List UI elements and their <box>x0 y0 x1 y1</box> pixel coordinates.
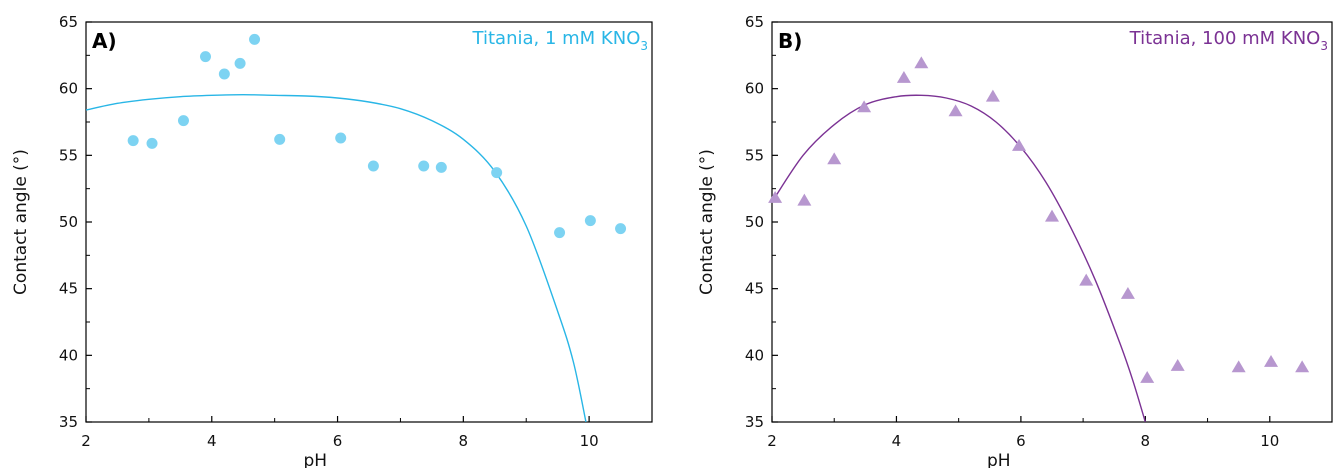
y-tick-label: 35 <box>745 413 764 431</box>
annotation-text: Titania, 1 mM KNO <box>472 28 641 49</box>
fit-curve <box>86 93 587 422</box>
data-point <box>948 104 963 117</box>
x-tick-label: 6 <box>333 432 343 450</box>
chart-b-svg: 35 40 45 50 55 60 65 2 4 6 8 10 pH Contact angle (°) B… <box>697 13 1333 468</box>
y-tick-label: 50 <box>59 213 78 231</box>
y-tick-label: 50 <box>745 213 764 231</box>
data-point <box>827 152 842 165</box>
data-point <box>199 51 211 63</box>
data-point <box>491 167 503 179</box>
series-annotation: Titania, 1 mM KNO3 <box>472 28 648 53</box>
x-axis-label: pH <box>987 451 1011 468</box>
y-tick-label: 55 <box>745 146 764 164</box>
y-tick-label: 40 <box>59 346 78 364</box>
x-tick-label: 2 <box>81 432 91 450</box>
data-point <box>177 115 189 127</box>
y-tick-label: 40 <box>745 346 764 364</box>
fit-curve <box>772 94 1147 422</box>
series-annotation: Titania, 100 mM KNO3 <box>1129 28 1328 53</box>
data-point <box>274 133 286 145</box>
y-tick-label: 65 <box>59 13 78 31</box>
data-point <box>435 161 447 173</box>
data-point <box>218 68 230 80</box>
panel-label: A) <box>92 29 117 53</box>
annotation-text: Titania, 100 mM KNO <box>1129 28 1321 49</box>
chart-a-svg: 35 40 45 50 55 60 65 2 4 6 8 10 pH Contact angle (°) A… <box>11 13 653 468</box>
y-tick-label: 60 <box>59 80 78 98</box>
data-point <box>335 132 347 144</box>
x-tick-label: 6 <box>1016 432 1026 450</box>
data-point <box>1170 359 1185 371</box>
plot-frame <box>85 21 653 423</box>
data-point <box>249 33 261 45</box>
data-point <box>127 135 139 147</box>
x-tick-label: 10 <box>1260 432 1279 450</box>
data-point <box>768 191 783 203</box>
x-tick-label: 10 <box>580 432 599 450</box>
y-axis-label: Contact angle (°) <box>697 149 717 295</box>
data-point <box>914 56 929 69</box>
x-axis-label: pH <box>303 451 327 468</box>
data-point <box>146 137 158 149</box>
x-tick-label: 4 <box>892 432 902 450</box>
data-point <box>1140 371 1155 383</box>
chart-panel-a: 35 40 45 50 55 60 65 2 4 6 8 10 pH Contact angle (°) A… <box>11 13 653 468</box>
annotation-subscript: 3 <box>640 39 648 53</box>
data-point <box>985 89 1000 102</box>
chart-panel-b: 35 40 45 50 55 60 65 2 4 6 8 10 pH Contact angle (°) B… <box>668 0 1336 468</box>
data-point <box>615 223 627 235</box>
data-point <box>1264 355 1279 367</box>
data-point <box>234 57 246 69</box>
panel-label: B) <box>778 29 802 53</box>
y-axis-label: Contact angle (°) <box>11 149 31 295</box>
data-point <box>418 160 430 172</box>
plot-frame <box>771 21 1333 423</box>
y-tick-label: 60 <box>745 80 764 98</box>
data-point <box>1045 209 1059 222</box>
data-point <box>1079 273 1094 286</box>
x-tick-label: 4 <box>207 432 217 450</box>
data-point <box>1012 139 1027 151</box>
y-tick-label: 45 <box>59 280 78 298</box>
x-tick-label: 8 <box>1141 432 1151 450</box>
x-tick-label: 2 <box>767 432 777 450</box>
y-tick-label: 55 <box>59 146 78 164</box>
y-tick-label: 65 <box>745 13 764 31</box>
data-point <box>797 193 812 206</box>
annotation-subscript: 3 <box>1320 39 1328 53</box>
data-point <box>1231 360 1246 373</box>
data-point <box>554 227 566 239</box>
data-point <box>584 215 596 227</box>
data-point <box>857 100 872 113</box>
y-tick-label: 45 <box>745 280 764 298</box>
data-point <box>367 160 379 172</box>
data-point <box>896 71 911 83</box>
data-point <box>1120 287 1135 299</box>
data-point <box>1295 360 1310 373</box>
y-tick-label: 35 <box>59 413 78 431</box>
x-tick-label: 8 <box>459 432 469 450</box>
